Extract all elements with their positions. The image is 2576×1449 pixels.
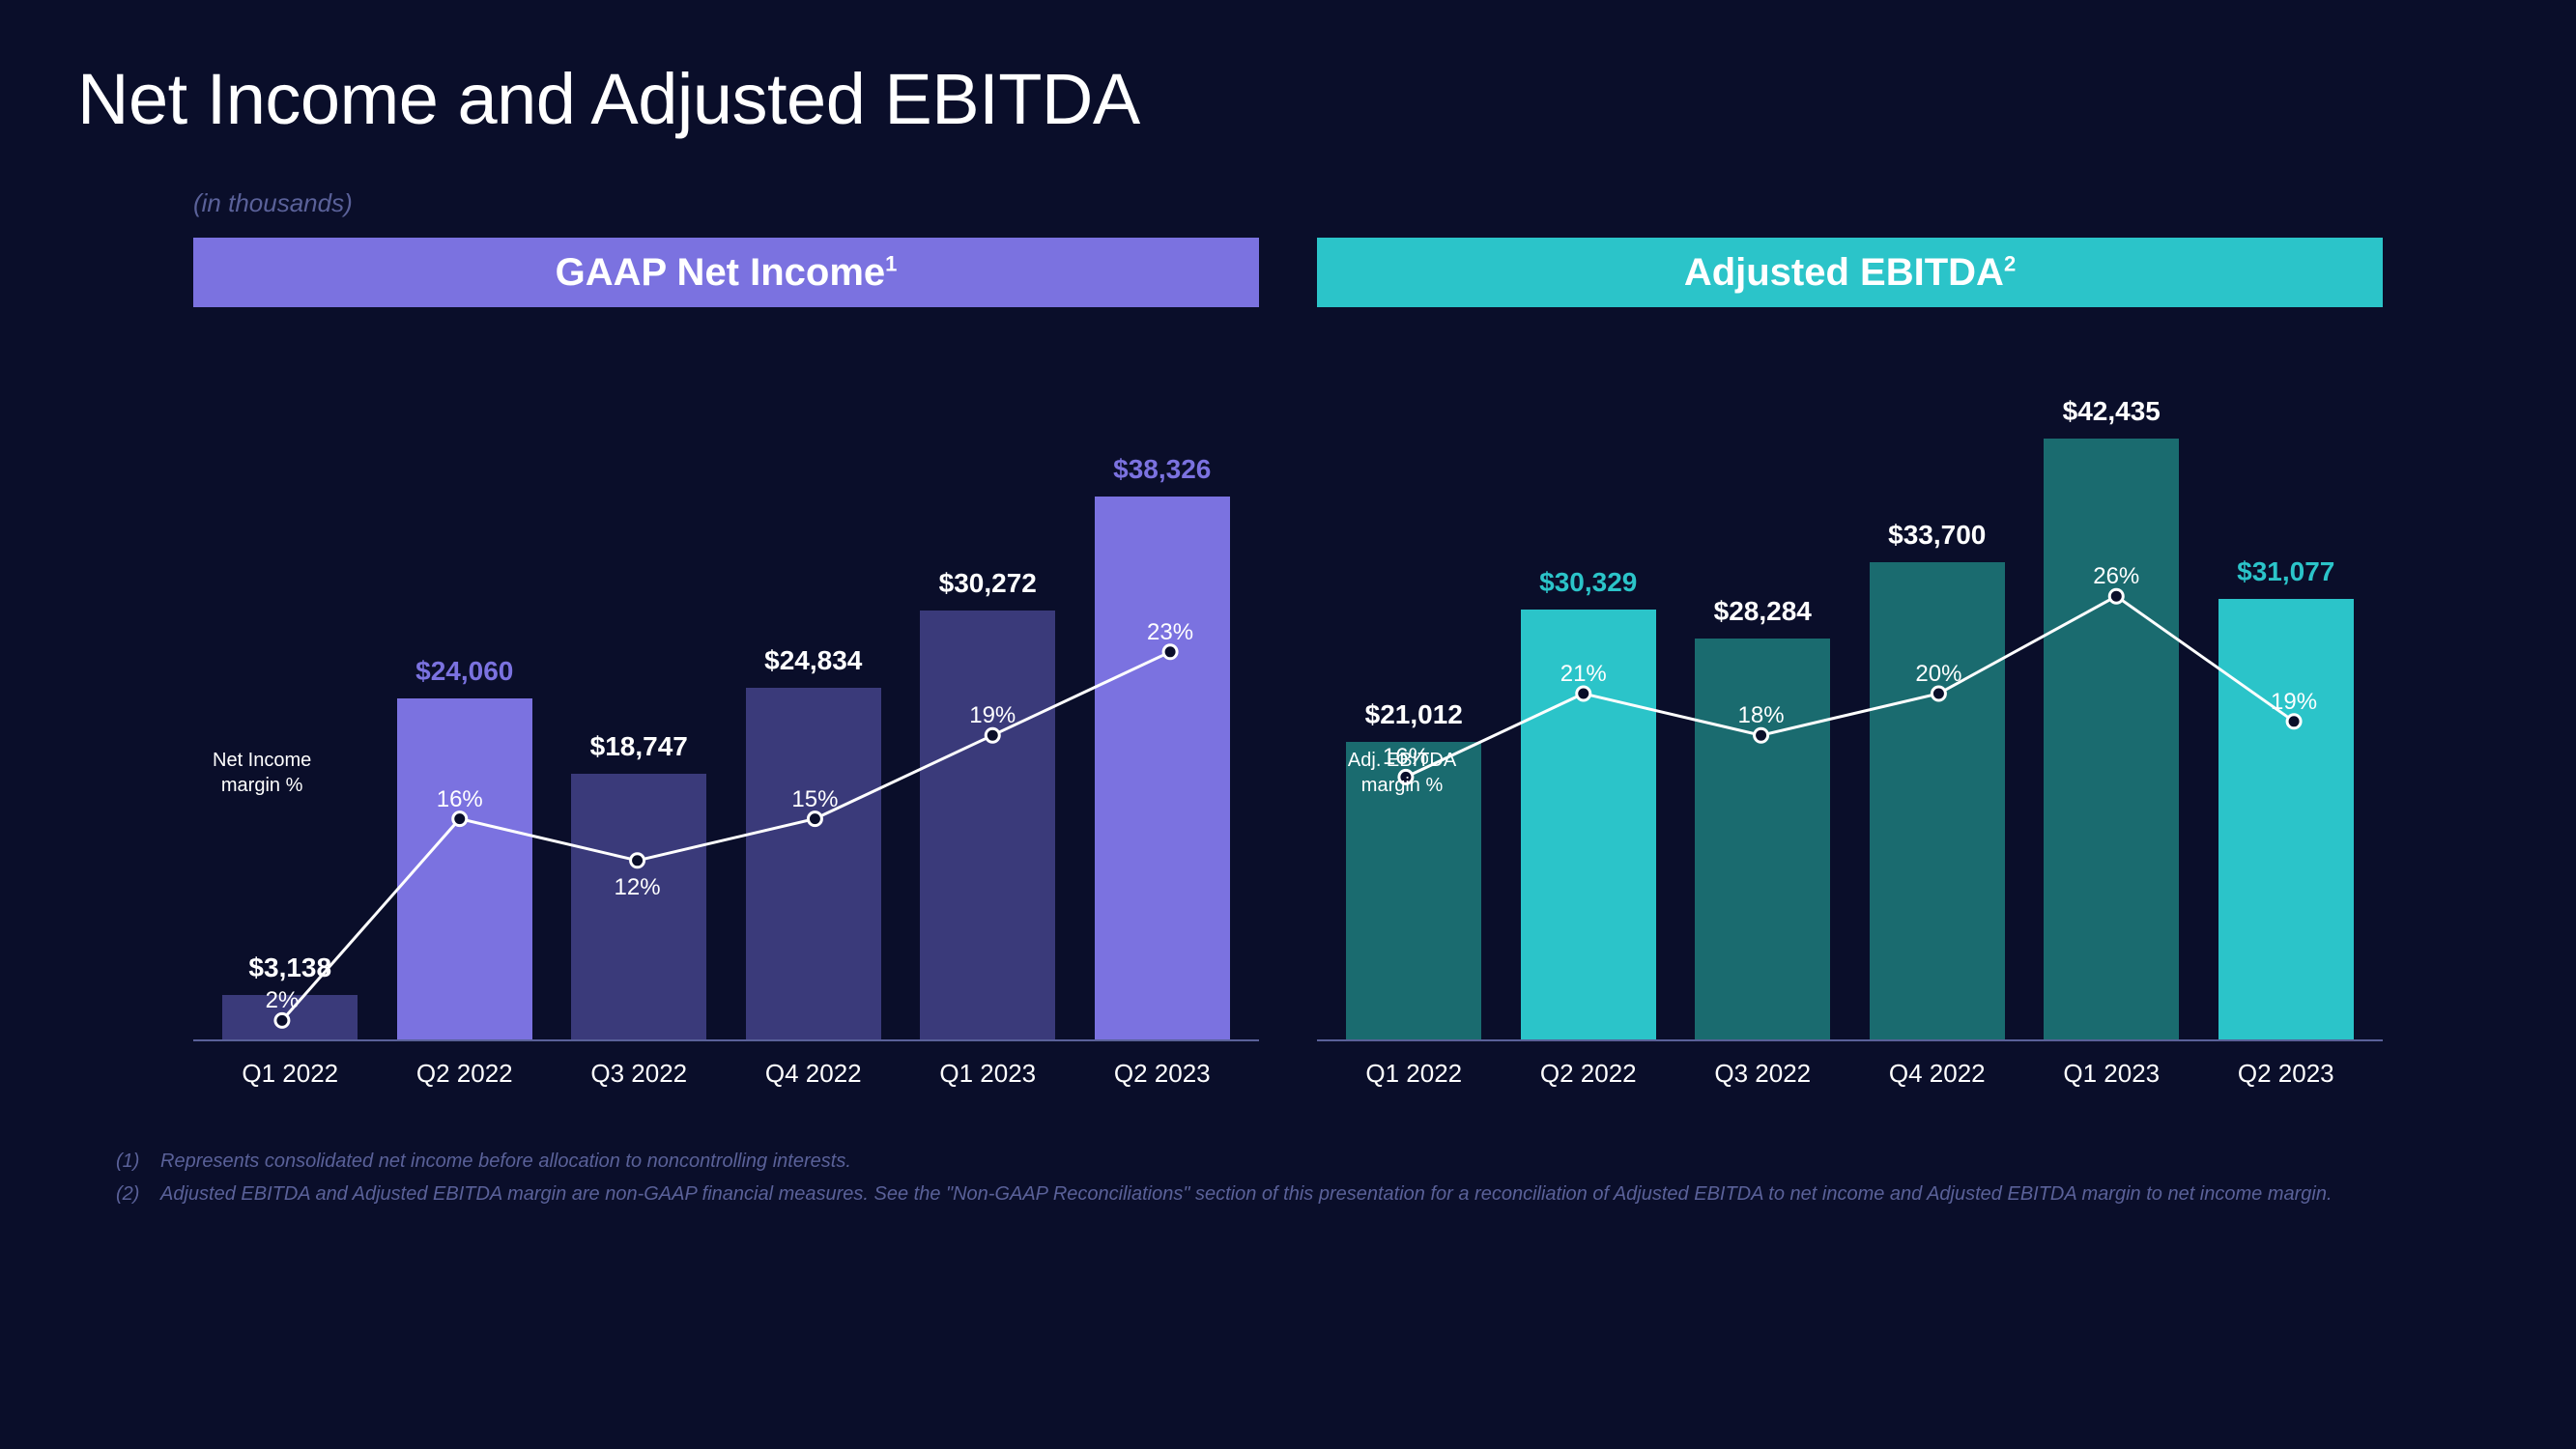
panel-header-text: GAAP Net Income1 — [556, 251, 898, 295]
gaap-bars: $3,138 $24,060 $18,747 $24,834 $30,272 $38,32… — [193, 346, 1259, 1039]
margin-percent-label: 21% — [1560, 661, 1607, 688]
bar-value-label: $28,284 — [1714, 596, 1812, 627]
margin-percent-label: 20% — [1915, 661, 1961, 688]
footnote: (2) Adjusted EBITDA and Adjusted EBITDA m… — [116, 1179, 2460, 1208]
bar-column: $33,700 — [1870, 520, 2005, 1039]
x-axis-tick: Q1 2022 — [1346, 1059, 1481, 1089]
bar-value-label: $21,012 — [1365, 699, 1463, 730]
margin-percent-label: 12% — [615, 874, 661, 901]
panel-header-sup: 2 — [2004, 251, 2016, 275]
margin-percent-label: 26% — [2093, 563, 2139, 590]
margin-caption: Net Incomemargin % — [213, 748, 311, 798]
bar — [397, 698, 532, 1039]
bar — [746, 688, 881, 1039]
x-axis-tick: Q2 2023 — [2218, 1059, 2354, 1089]
x-axis-tick: Q2 2023 — [1095, 1059, 1230, 1089]
x-axis-tick: Q2 2022 — [397, 1059, 532, 1089]
x-axis-tick: Q3 2022 — [1695, 1059, 1830, 1089]
bar-column: $30,272 — [920, 568, 1055, 1039]
x-axis-tick: Q1 2023 — [2044, 1059, 2179, 1089]
bar-value-label: $30,329 — [1539, 567, 1637, 598]
bar-column: $24,060 — [397, 656, 532, 1039]
x-axis-tick: Q1 2022 — [222, 1059, 358, 1089]
gaap-header: GAAP Net Income1 — [193, 238, 1259, 307]
bar-value-label: $38,326 — [1113, 454, 1211, 485]
ebitda-x-axis: Q1 2022 Q2 2022 Q3 2022 Q4 2022 Q1 2023 Q2 20… — [1317, 1041, 2383, 1089]
units-subtitle: (in thousands) — [193, 188, 2499, 218]
margin-percent-label: 16% — [437, 786, 483, 813]
bar — [2044, 439, 2179, 1039]
margin-percent-label: 18% — [1738, 702, 1785, 729]
bar-value-label: $18,747 — [590, 731, 688, 762]
margin-percent-label: 19% — [2271, 689, 2317, 716]
bar-value-label: $33,700 — [1888, 520, 1986, 551]
margin-caption: Adj. EBITDAmargin % — [1348, 748, 1456, 798]
margin-percent-label: 2% — [266, 987, 300, 1014]
bar-value-label: $42,435 — [2063, 396, 2161, 427]
footnote-text: Represents consolidated net income befor… — [160, 1147, 851, 1176]
ebitda-bars: $21,012 $30,329 $28,284 $33,700 $42,435 $31,0… — [1317, 346, 2383, 1039]
margin-percent-label: 23% — [1147, 619, 1193, 646]
bar — [571, 774, 706, 1039]
bar-column: $28,284 — [1695, 596, 1830, 1039]
bar — [1870, 562, 2005, 1039]
panel-header-text: Adjusted EBITDA2 — [1684, 251, 2016, 295]
margin-percent-label: 15% — [791, 786, 838, 813]
bar — [920, 611, 1055, 1039]
x-axis-tick: Q4 2022 — [746, 1059, 881, 1089]
x-axis-tick: Q3 2022 — [571, 1059, 706, 1089]
bar-column: $42,435 — [2044, 396, 2179, 1039]
gaap-panel: GAAP Net Income1 $3,138 $24,060 $18,747 $24… — [193, 238, 1259, 1089]
bar-column: $31,077 — [2218, 556, 2354, 1039]
footnotes: (1) Represents consolidated net income be… — [77, 1147, 2499, 1208]
x-axis-tick: Q1 2023 — [920, 1059, 1055, 1089]
bar-value-label: $3,138 — [248, 952, 331, 983]
gaap-x-axis: Q1 2022 Q2 2022 Q3 2022 Q4 2022 Q1 2023 Q2 20… — [193, 1041, 1259, 1089]
ebitda-chart-area: $21,012 $30,329 $28,284 $33,700 $42,435 $31,0… — [1317, 346, 2383, 1041]
bar-column: $38,326 — [1095, 454, 1230, 1039]
footnote-text: Adjusted EBITDA and Adjusted EBITDA marg… — [160, 1179, 2333, 1208]
footnote-number: (1) — [116, 1147, 143, 1176]
bar-column: $24,834 — [746, 645, 881, 1039]
bar — [2218, 599, 2354, 1039]
bar-column: $30,329 — [1521, 567, 1656, 1039]
bar-value-label: $30,272 — [939, 568, 1037, 599]
footnote: (1) Represents consolidated net income be… — [116, 1147, 2460, 1176]
gaap-chart-area: $3,138 $24,060 $18,747 $24,834 $30,272 $38,32… — [193, 346, 1259, 1041]
x-axis-tick: Q4 2022 — [1870, 1059, 2005, 1089]
bar — [1695, 639, 1830, 1039]
bar-value-label: $31,077 — [2237, 556, 2334, 587]
x-axis-tick: Q2 2022 — [1521, 1059, 1656, 1089]
ebitda-header: Adjusted EBITDA2 — [1317, 238, 2383, 307]
bar — [1095, 497, 1230, 1039]
bar-value-label: $24,060 — [415, 656, 513, 687]
margin-percent-label: 19% — [969, 702, 1016, 729]
footnote-number: (2) — [116, 1179, 143, 1208]
bar-value-label: $24,834 — [764, 645, 862, 676]
page-title: Net Income and Adjusted EBITDA — [77, 58, 2499, 140]
panel-header-sup: 1 — [885, 251, 897, 275]
charts-row: GAAP Net Income1 $3,138 $24,060 $18,747 $24… — [77, 238, 2499, 1089]
ebitda-panel: Adjusted EBITDA2 $21,012 $30,329 $28,284 $3… — [1317, 238, 2383, 1089]
